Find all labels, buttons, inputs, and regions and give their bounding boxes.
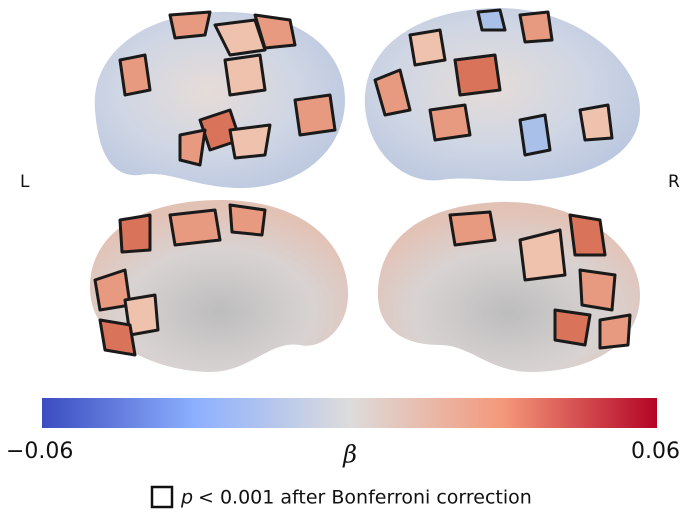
brain-left-lateral — [94, 10, 345, 189]
legend-symbol: p — [180, 487, 193, 509]
brain-left-medial — [89, 200, 349, 372]
colorbar — [42, 398, 657, 428]
colorbar-label: β — [342, 441, 357, 469]
hemisphere-label: L — [20, 172, 30, 192]
brain-right-lateral — [364, 8, 640, 182]
legend-text: < 0.001 after Bonferroni correction — [198, 487, 532, 509]
colorbar-max-label: 0.06 — [631, 439, 680, 464]
hemisphere-label: R — [668, 172, 680, 192]
colorbar-min-label: −0.06 — [6, 439, 73, 464]
brain-right-medial — [377, 201, 640, 372]
legend-box — [150, 485, 174, 509]
